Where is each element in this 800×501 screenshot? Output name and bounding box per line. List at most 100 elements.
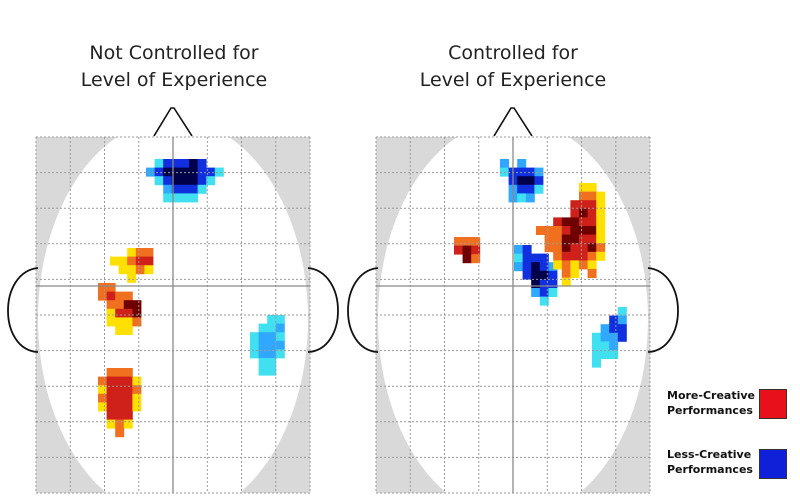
activation-voxel xyxy=(592,350,601,359)
activation-voxel xyxy=(171,184,181,194)
activation-voxel xyxy=(570,251,580,261)
activation-voxel xyxy=(144,248,154,257)
activation-voxel xyxy=(596,251,606,261)
activation-voxel xyxy=(258,332,268,342)
activation-voxel xyxy=(132,308,142,318)
activation-voxel xyxy=(127,256,137,266)
legend-label-less-creative: Less-Creative Performances xyxy=(667,447,753,477)
activation-voxel xyxy=(600,341,610,351)
panel-title-left: Not Controlled for Level of Experience xyxy=(24,40,324,94)
activation-voxel xyxy=(600,324,610,334)
right-ear-outline xyxy=(647,267,679,353)
activation-voxel xyxy=(617,324,627,334)
activation-voxel xyxy=(197,184,207,194)
activation-voxel xyxy=(617,307,627,316)
activation-voxel xyxy=(115,402,125,412)
activation-voxel xyxy=(144,265,154,275)
activation-voxel xyxy=(522,245,532,254)
activation-voxel xyxy=(267,323,277,333)
activation-voxel xyxy=(258,349,268,359)
panel-title-right: Controlled for Level of Experience xyxy=(363,40,663,94)
activation-voxel xyxy=(110,256,119,266)
brain-panel-left xyxy=(7,107,339,501)
activation-voxel xyxy=(587,251,597,261)
panel-title-left-line1: Not Controlled for xyxy=(89,42,259,64)
activation-voxel xyxy=(275,340,285,350)
activation-cluster xyxy=(592,307,627,368)
activation-voxel xyxy=(197,167,207,177)
activation-voxel xyxy=(592,341,601,351)
activation-voxel xyxy=(267,358,277,367)
activation-voxel xyxy=(579,217,588,227)
activation-voxel xyxy=(106,300,116,310)
activation-voxel xyxy=(561,277,571,287)
left-ear-outline xyxy=(7,267,39,353)
activation-voxel xyxy=(106,317,116,327)
activation-voxel xyxy=(135,248,145,257)
activation-voxel xyxy=(454,237,463,246)
activation-voxel xyxy=(587,208,597,218)
activation-voxel xyxy=(609,324,619,334)
activation-voxel xyxy=(127,265,137,275)
activation-voxel xyxy=(197,159,207,168)
activation-voxel xyxy=(163,193,173,203)
activation-voxel xyxy=(106,368,116,377)
activation-voxel xyxy=(135,256,145,266)
activation-voxel xyxy=(189,184,198,194)
activation-voxel xyxy=(522,270,532,280)
activation-voxel xyxy=(587,200,597,210)
activation-voxel xyxy=(579,183,588,192)
activation-cluster xyxy=(98,368,142,438)
legend-less-line2: Performances xyxy=(667,463,753,476)
activation-voxel xyxy=(517,193,527,203)
activation-voxel xyxy=(123,308,133,318)
activation-voxel xyxy=(570,200,580,210)
activation-voxel xyxy=(123,393,133,403)
activation-voxel xyxy=(163,167,173,177)
activation-voxel xyxy=(539,279,549,289)
activation-voxel xyxy=(127,273,137,283)
activation-voxel xyxy=(154,167,164,177)
activation-voxel xyxy=(587,243,597,253)
activation-voxel xyxy=(579,208,588,218)
activation-voxel xyxy=(180,176,190,186)
activation-voxel xyxy=(154,176,164,186)
activation-voxel xyxy=(144,256,154,266)
activation-voxel xyxy=(553,217,563,227)
legend-more-line2: Performances xyxy=(667,404,753,417)
legend-label-more-creative: More-Creative Performances xyxy=(667,388,755,418)
activation-voxel xyxy=(525,167,535,177)
activation-voxel xyxy=(171,193,181,203)
activation-voxel xyxy=(531,288,541,297)
activation-voxel xyxy=(123,385,133,395)
activation-voxel xyxy=(98,283,107,292)
activation-voxel xyxy=(250,332,259,342)
activation-voxel xyxy=(98,385,107,395)
activation-voxel xyxy=(115,368,125,377)
activation-voxel xyxy=(258,358,268,367)
activation-voxel xyxy=(617,315,627,325)
activation-voxel xyxy=(471,237,481,246)
activation-voxel xyxy=(525,184,535,194)
activation-voxel xyxy=(267,366,277,376)
activation-voxel xyxy=(180,193,190,203)
activation-voxel xyxy=(561,260,571,270)
activation-voxel xyxy=(115,291,125,301)
activation-voxel xyxy=(534,184,544,194)
activation-voxel xyxy=(250,349,259,359)
activation-voxel xyxy=(135,265,145,275)
activation-voxel xyxy=(115,308,125,318)
activation-voxel xyxy=(115,411,125,420)
activation-cluster xyxy=(250,315,285,376)
activation-voxel xyxy=(115,419,125,429)
activation-voxel xyxy=(579,251,588,261)
activation-voxel xyxy=(544,234,554,244)
right-ear-outline xyxy=(307,267,339,353)
activation-voxel xyxy=(123,368,133,377)
activation-voxel xyxy=(275,349,285,359)
activation-voxel xyxy=(587,269,597,278)
activation-voxel xyxy=(462,245,472,255)
activation-voxel xyxy=(189,193,198,203)
activation-voxel xyxy=(514,245,523,254)
